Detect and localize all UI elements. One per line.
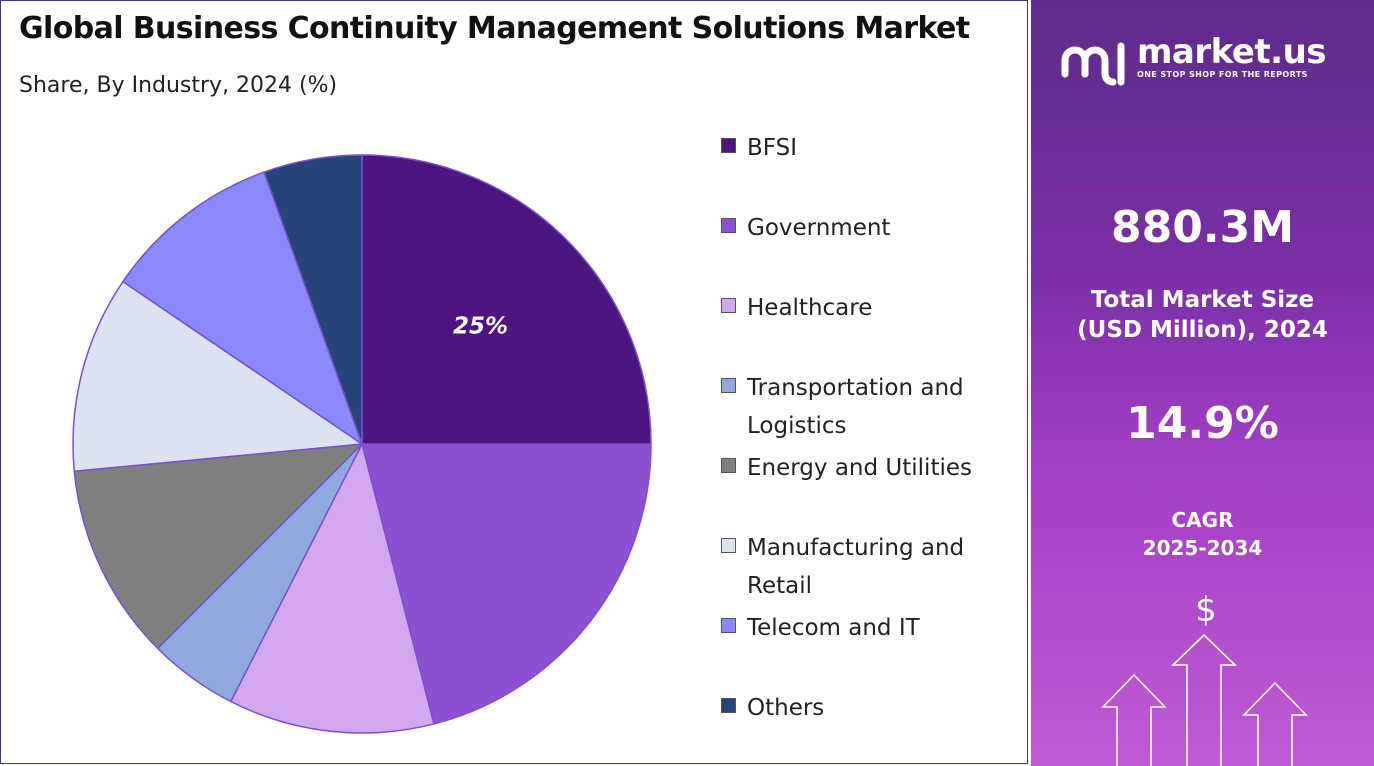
legend-swatch [721, 378, 736, 393]
chart-panel: Global Business Continuity Management So… [0, 0, 1028, 764]
brand-name: market.us [1137, 32, 1327, 72]
legend-swatch [721, 538, 736, 553]
pie-slice-others [263, 154, 363, 445]
legend-item: BFSI [721, 129, 1011, 167]
market-us-logo: market.us ONE STOP SHOP FOR THE REPORTS [1059, 32, 1327, 92]
legend-label: Telecom and IT [747, 615, 920, 641]
pie-slice-bfsi [361, 154, 652, 445]
dollar-sign: $ [1195, 590, 1217, 630]
legend-item: Telecom and IT [721, 609, 1011, 647]
legend-label: Government [747, 215, 891, 241]
legend-swatch [721, 298, 736, 313]
logo-icon [1061, 42, 1125, 86]
pie-slice-energy-and-utilities [73, 443, 365, 650]
legend-label: Transportation and Logistics [747, 375, 964, 439]
legend-swatch [721, 618, 736, 633]
market-size-value: 880.3M [1111, 202, 1294, 253]
legend-item: Others [721, 689, 1011, 727]
chart-subtitle: Share, By Industry, 2024 (%) [19, 73, 338, 98]
pie-chart: 25% [72, 154, 652, 734]
legend-label: Others [747, 695, 825, 721]
legend-label: Manufacturing and Retail [747, 535, 965, 599]
legend-swatch [721, 218, 736, 233]
pie-slice-telecom-and-it [121, 171, 364, 446]
pie-slice-healthcare [229, 441, 435, 734]
legend-label: Healthcare [747, 295, 873, 321]
legend-swatch [721, 458, 736, 473]
legend-label: Energy and Utilities [747, 455, 972, 481]
legend-swatch [721, 138, 736, 153]
legend-item: Transportation and Logistics [721, 369, 1011, 445]
cagr-period: 2025-2034 [1142, 536, 1263, 560]
legend-item: Energy and Utilities [721, 449, 1011, 487]
summary-sidebar: market.us ONE STOP SHOP FOR THE REPORTS … [1031, 0, 1374, 766]
legend-label: BFSI [747, 135, 797, 161]
market-size-label: Total Market Size (USD Million), 2024 [1077, 287, 1328, 343]
legend-item: Government [721, 209, 1011, 247]
cagr-value: 14.9% [1126, 398, 1279, 449]
pie-slice-government [361, 443, 652, 725]
pie-slice-manufacturing-and-retail [72, 280, 365, 473]
legend-item: Manufacturing and Retail [721, 529, 1011, 605]
legend-swatch [721, 698, 736, 713]
growth-arrows-icon: $ [1101, 590, 1308, 766]
brand-tagline: ONE STOP SHOP FOR THE REPORTS [1137, 70, 1308, 79]
cagr-label: CAGR [1171, 508, 1234, 532]
pie-data-label: 25% [453, 313, 508, 339]
legend-item: Healthcare [721, 289, 1011, 327]
chart-title: Global Business Continuity Management So… [19, 11, 970, 46]
